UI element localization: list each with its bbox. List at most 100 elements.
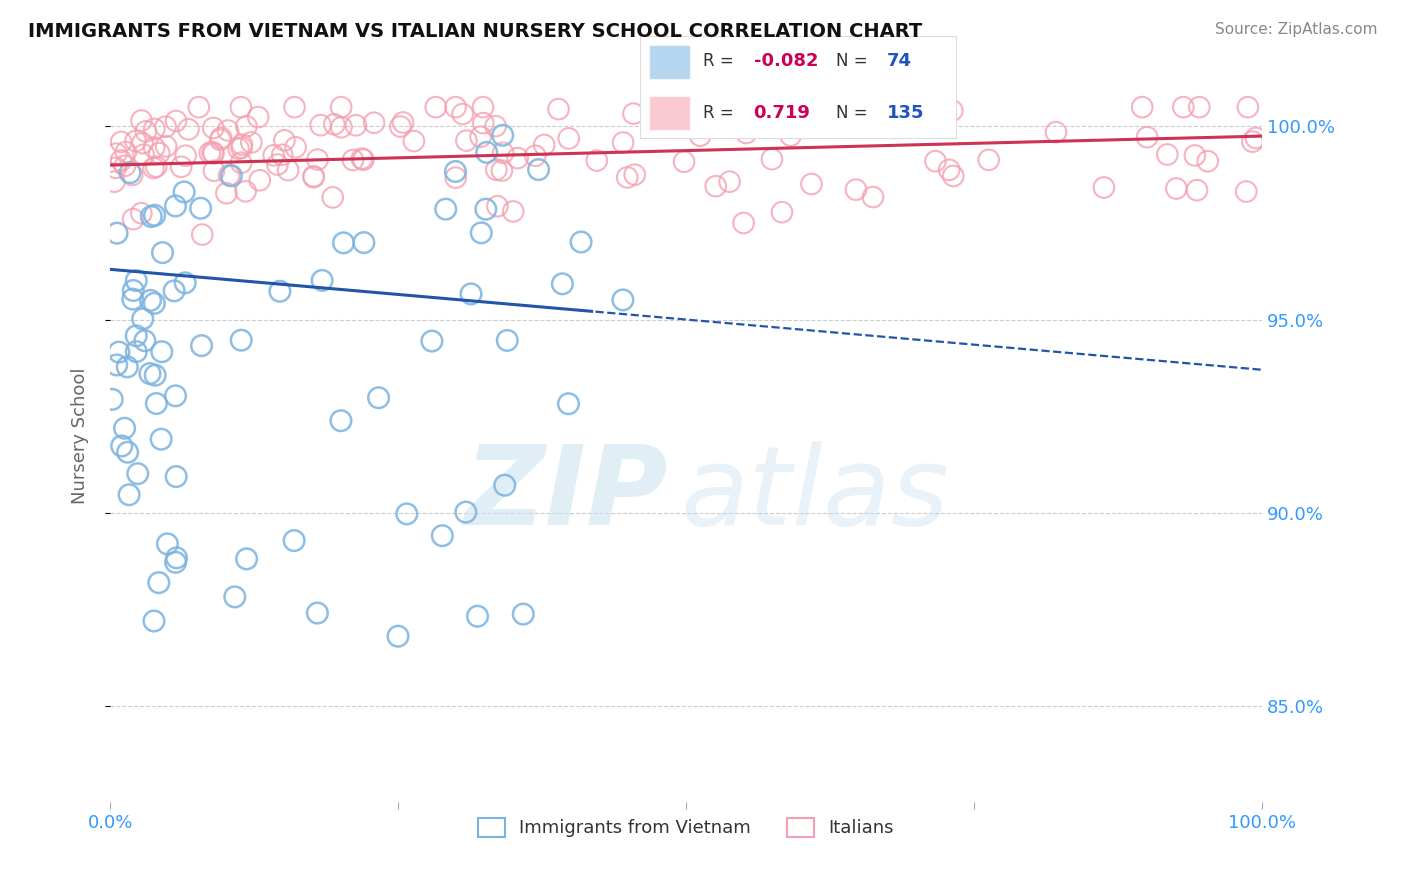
Point — [395, 507, 418, 521]
Point — [938, 162, 960, 177]
Point — [1197, 154, 1219, 169]
Point — [115, 145, 138, 160]
Point — [862, 190, 884, 204]
Point — [198, 145, 221, 160]
Text: 135: 135 — [887, 103, 924, 121]
Point — [800, 177, 823, 191]
Point — [114, 421, 136, 435]
Point — [551, 277, 574, 291]
Point — [765, 114, 787, 128]
Point — [1156, 147, 1178, 161]
Point — [121, 168, 143, 182]
Point — [1244, 131, 1267, 145]
Point — [271, 148, 294, 162]
Point — [266, 157, 288, 171]
Text: 74: 74 — [887, 53, 911, 70]
Point — [165, 389, 187, 403]
Text: atlas: atlas — [681, 441, 949, 548]
Point — [124, 134, 146, 148]
Point — [1241, 135, 1264, 149]
Point — [165, 555, 187, 569]
Point — [173, 185, 195, 199]
Point — [235, 552, 257, 566]
Point — [689, 128, 711, 143]
Point — [110, 153, 132, 168]
Point — [1185, 183, 1208, 197]
Point — [690, 112, 713, 127]
Point — [332, 235, 354, 250]
Point — [485, 162, 508, 177]
Point — [273, 133, 295, 147]
Point — [103, 175, 125, 189]
Point — [673, 154, 696, 169]
Point — [718, 113, 741, 128]
Point — [131, 206, 153, 220]
Point — [454, 505, 477, 519]
Point — [132, 147, 155, 161]
Point — [330, 100, 353, 114]
Point — [155, 120, 177, 134]
Point — [353, 235, 375, 250]
Point — [451, 107, 474, 121]
Point — [492, 128, 515, 143]
Point — [322, 190, 344, 204]
Point — [125, 344, 148, 359]
Point — [263, 148, 285, 162]
Point — [117, 359, 139, 374]
Point — [166, 550, 188, 565]
Point — [190, 338, 212, 352]
Point — [623, 106, 645, 120]
Point — [350, 152, 373, 166]
Point — [217, 123, 239, 137]
Point — [231, 333, 253, 347]
Point — [491, 163, 513, 178]
Point — [704, 179, 727, 194]
Point — [506, 151, 529, 165]
Point — [1237, 100, 1260, 114]
Text: R =: R = — [703, 103, 740, 121]
Point — [389, 120, 412, 134]
Point — [145, 396, 167, 410]
Point — [218, 168, 240, 182]
Point — [240, 136, 263, 150]
Point — [830, 114, 852, 128]
Point — [484, 119, 506, 133]
Point — [1136, 130, 1159, 145]
Point — [235, 184, 257, 198]
Point — [150, 432, 173, 446]
Point — [131, 136, 153, 150]
Text: ZIP: ZIP — [465, 441, 669, 548]
Point — [1130, 100, 1153, 114]
Point — [472, 116, 495, 130]
Point — [152, 245, 174, 260]
Point — [942, 169, 965, 183]
Point — [202, 120, 225, 135]
Point — [770, 205, 793, 219]
Point — [612, 136, 634, 150]
Point — [108, 345, 131, 359]
Point — [177, 122, 200, 136]
Point — [557, 397, 579, 411]
Point — [174, 276, 197, 290]
Point — [1045, 125, 1067, 139]
Point — [735, 126, 758, 140]
Point — [924, 154, 946, 169]
Point — [139, 367, 162, 381]
Point — [307, 606, 329, 620]
Point — [150, 344, 173, 359]
Point — [148, 146, 170, 161]
Point — [839, 111, 862, 125]
Point — [425, 100, 447, 114]
Text: N =: N = — [835, 103, 873, 121]
Point — [156, 537, 179, 551]
Text: 0.719: 0.719 — [754, 103, 810, 121]
Point — [105, 146, 128, 161]
Point — [215, 186, 238, 201]
Point — [131, 113, 153, 128]
Point — [118, 488, 141, 502]
Point — [718, 175, 741, 189]
Point — [114, 159, 136, 173]
Text: -0.082: -0.082 — [754, 53, 818, 70]
Point — [367, 391, 389, 405]
Point — [131, 311, 153, 326]
